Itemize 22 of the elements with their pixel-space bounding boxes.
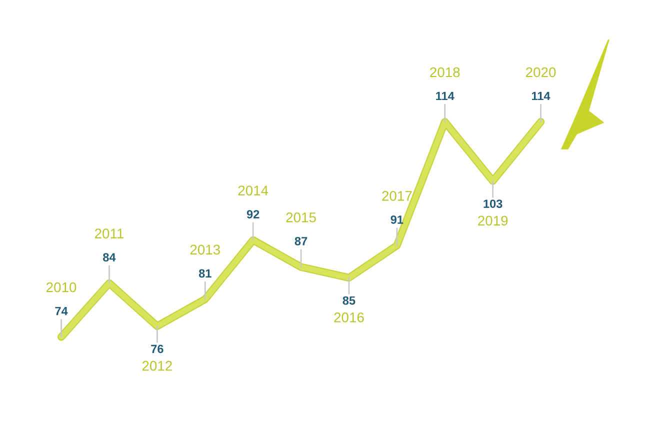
x-tick-label: 2012 [142, 360, 172, 371]
x-tick-label: 2018 [430, 67, 460, 78]
data-label: 76 [151, 344, 164, 354]
data-label: 85 [342, 296, 356, 305]
x-tick-label: 2019 [478, 216, 508, 226]
x-tick-label: 2010 [46, 282, 76, 292]
data-label: 92 [246, 210, 260, 218]
data-label: 103 [484, 200, 502, 208]
x-tick-label: 2014 [238, 186, 268, 196]
data-label: 91 [390, 215, 404, 224]
data-label: 81 [198, 269, 212, 278]
data-label: 114 [436, 92, 454, 100]
x-tick-label: 2017 [382, 190, 412, 201]
data-label: 84 [103, 253, 116, 262]
data-label: 87 [294, 236, 308, 246]
x-tick-label: 2013 [190, 244, 220, 255]
x-tick-label: 2015 [286, 212, 316, 222]
x-tick-label: 2020 [526, 67, 556, 78]
data-label: 114 [532, 92, 550, 100]
x-tick-label: 2016 [334, 312, 364, 322]
x-tick-label: 2011 [94, 228, 124, 238]
data-label: 74 [55, 306, 68, 316]
